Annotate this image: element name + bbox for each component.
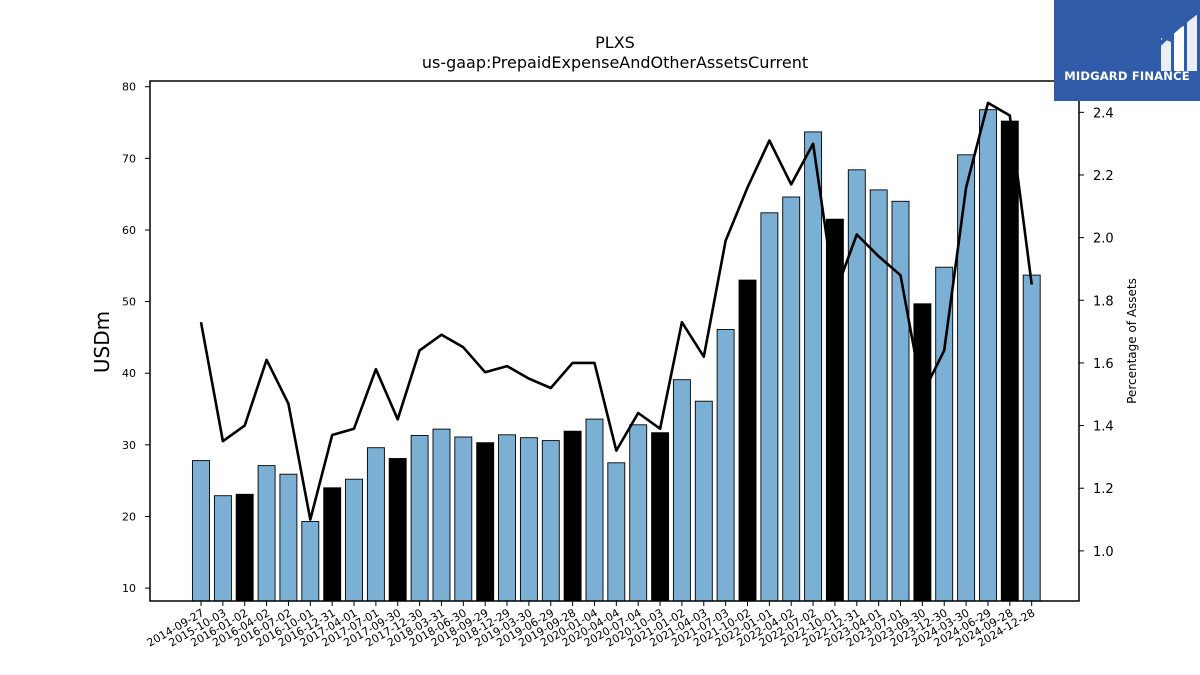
bar-2022-04-02 (782, 196, 801, 602)
bar-2021-01-02 (672, 379, 691, 602)
y-tick-label: 60 (122, 224, 136, 237)
bar-2016-12-31 (323, 487, 342, 602)
bar-series (192, 109, 1041, 602)
bar-2023-07-01 (891, 200, 910, 602)
bar-2017-04-01 (345, 478, 363, 602)
y2-tick-label: 2.0 (1093, 232, 1114, 247)
bar-2023-12-30 (935, 266, 954, 602)
bar-2017-09-30 (388, 458, 407, 602)
y2-tick-label: 1.2 (1093, 482, 1114, 497)
y-tick-label: 30 (122, 439, 136, 452)
midgard-m-logo-icon (1156, 8, 1200, 71)
y2-tick-label: 2.4 (1093, 106, 1114, 121)
y2-axis-label: Percentage of Assets (1125, 278, 1139, 404)
bar-2024-03-30 (957, 154, 976, 602)
bar-2018-06-30 (454, 436, 473, 602)
y-tick-label: 80 (122, 81, 136, 94)
y2-tick-label: 2.2 (1093, 169, 1114, 184)
bar-2019-03-30 (519, 437, 538, 602)
y-tick-label: 20 (122, 510, 136, 523)
brand-logo: MIDGARD FINANCE (1054, 0, 1200, 101)
y-tick-label: 70 (122, 152, 136, 165)
bar-2021-07-03 (716, 329, 735, 602)
bar-2016-07-02 (279, 473, 298, 602)
bar-2020-07-04 (629, 424, 648, 602)
bar-2020-04-04 (607, 462, 626, 602)
bar-2017-07-01 (366, 447, 385, 602)
bar-2016-10-01 (301, 521, 320, 602)
bar-2021-04-03 (694, 400, 713, 602)
bar-2019-09-28 (563, 430, 582, 602)
chart-subtitle: us-gaap:PrepaidExpenseAndOtherAssetsCurr… (422, 53, 808, 72)
y2-tick-label: 1.6 (1093, 357, 1114, 372)
y-tick-label: 40 (122, 367, 136, 380)
bar-2022-07-02 (804, 131, 823, 602)
brand-logo-text: MIDGARD FINANCE (1064, 69, 1190, 83)
chart-title: PLXS (595, 33, 635, 52)
bar-2024-06-29 (979, 109, 997, 602)
bar-2018-09-29 (476, 442, 495, 602)
x-axis-ticks: 2014-09-272015-10-032016-01-022016-04-02… (145, 601, 1037, 650)
bar-2016-04-02 (257, 465, 276, 602)
y2-tick-label: 1.4 (1093, 420, 1114, 435)
bar-2015-10-03 (213, 495, 232, 602)
bar-2023-09-30 (913, 303, 932, 602)
bar-2016-01-02 (235, 493, 254, 602)
bar-2024-12-28 (1022, 274, 1041, 602)
bar-2018-03-31 (432, 428, 451, 602)
bar-2021-10-02 (738, 279, 757, 602)
line-series (199, 101, 1033, 521)
plot-frame (149, 80, 1080, 602)
bar-2020-01-04 (585, 418, 604, 602)
y2-axis-ticks: 1.0 1.2 1.4 1.6 1.8 2.0 2.2 2.4 (1079, 106, 1114, 560)
bar-2017-12-30 (410, 435, 429, 602)
bar-2014-09-27 (192, 460, 210, 602)
bar-2020-10-03 (651, 432, 670, 602)
bar-2018-12-29 (498, 434, 516, 602)
bar-2019-06-29 (541, 440, 560, 602)
y-axis-ticks: 10 20 30 40 50 60 70 80 (122, 81, 150, 595)
bar-2024-09-28 (1000, 120, 1019, 602)
y2-tick-label: 1.0 (1093, 545, 1114, 560)
y-axis-label: USDm (90, 311, 114, 373)
bar-2022-01-01 (760, 212, 779, 602)
y-tick-label: 10 (122, 582, 136, 595)
y2-tick-label: 1.8 (1093, 294, 1114, 309)
y-tick-label: 50 (122, 296, 136, 309)
percentage-line (199, 101, 1033, 521)
